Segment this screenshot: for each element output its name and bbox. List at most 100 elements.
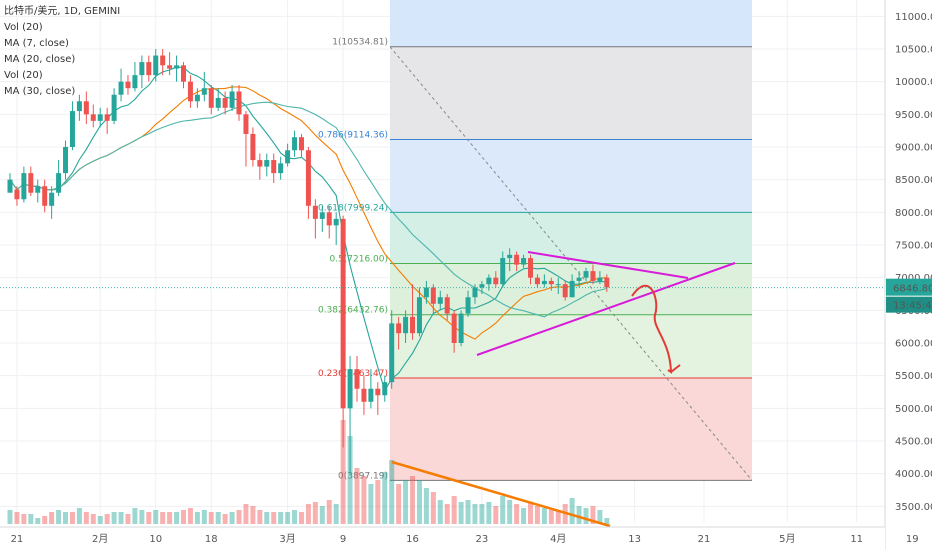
legend-ma30[interactable]: MA (30, close) — [4, 86, 76, 97]
candle — [347, 356, 353, 474]
candle — [243, 111, 249, 167]
fibonacci-retracement[interactable]: 1(10534.81) 0.786(9114.36) 0.618(7999.24) 0… — [318, 0, 753, 481]
fib-level-label: 0(3897.19) — [338, 471, 388, 481]
candle — [76, 94, 82, 121]
volume-bar — [451, 496, 457, 524]
volume-bar — [500, 496, 506, 524]
candle-body — [215, 97, 221, 108]
candle-body — [104, 114, 110, 121]
candle-body — [125, 81, 131, 89]
legend-volume-2[interactable]: Vol (20) — [4, 70, 43, 81]
candle — [416, 287, 422, 337]
volume-bar — [215, 512, 221, 524]
volume-bar — [521, 508, 527, 524]
volume-bar — [528, 502, 533, 524]
volume-bar — [139, 510, 145, 524]
volume-bar — [7, 510, 13, 524]
volume-bar — [437, 500, 443, 524]
price-tick-label: 4000.00 — [895, 469, 932, 480]
volume-bar — [423, 488, 429, 524]
candle — [167, 52, 173, 76]
candle — [118, 68, 124, 102]
candle — [396, 316, 402, 350]
candle-body — [569, 280, 575, 298]
candle — [160, 48, 166, 76]
time-tick-label: 21 — [698, 534, 711, 545]
volume-bar — [187, 508, 193, 524]
candle-body — [403, 316, 409, 334]
price-tick-label: 5500.00 — [895, 371, 932, 382]
candle — [187, 75, 193, 108]
candle-body — [465, 297, 471, 314]
candle — [410, 284, 416, 340]
candle-body — [479, 284, 485, 288]
drawings[interactable] — [0, 251, 885, 528]
candle — [465, 290, 471, 317]
candle-body — [194, 94, 200, 102]
candle — [319, 205, 325, 232]
candle — [500, 251, 506, 288]
legend-ma7[interactable]: MA (7, close) — [4, 38, 69, 49]
candle — [292, 130, 298, 157]
price-tick-label: 9500.00 — [895, 110, 932, 121]
candle — [541, 274, 547, 288]
volume-bar — [361, 476, 367, 524]
candlesticks — [7, 48, 610, 474]
candle — [479, 280, 485, 294]
volume-bar — [125, 514, 131, 524]
candle — [403, 310, 409, 343]
upper-trendline — [527, 251, 689, 279]
candle — [278, 156, 284, 180]
candle-body — [292, 137, 298, 151]
volume-bar — [90, 514, 96, 524]
price-axis: 11000.00 10500.00 10000.00 9500.00 9000.00 85… — [884, 0, 932, 550]
volume-bar — [312, 502, 318, 524]
volume-bar — [69, 512, 75, 524]
candle — [83, 91, 89, 125]
volume-bar — [285, 512, 291, 524]
volume-bar — [243, 504, 249, 524]
fib-zone — [390, 0, 752, 47]
candle — [215, 88, 221, 112]
candle — [201, 71, 207, 102]
countdown-badge — [886, 296, 932, 313]
candle-body — [118, 81, 124, 95]
candle-body — [243, 114, 249, 134]
volume-bar — [83, 512, 89, 524]
candle-body — [319, 212, 325, 219]
candle-body — [285, 150, 291, 164]
candle — [35, 179, 41, 203]
volume-bar — [465, 500, 471, 524]
volume-bar — [271, 512, 277, 524]
candle — [361, 375, 367, 415]
candle-body — [63, 146, 69, 174]
candle — [583, 267, 589, 281]
candle-body — [597, 277, 603, 281]
volume-bar — [569, 498, 575, 524]
candle — [514, 251, 520, 272]
legend-ma20[interactable]: MA (20, close) — [4, 54, 76, 65]
price-tick-label: 5000.00 — [895, 404, 932, 415]
time-tick-label: 23 — [476, 534, 489, 545]
legend-symbol[interactable]: 比特币/美元, 1D, GEMINI — [4, 6, 121, 17]
volume-bar — [389, 460, 395, 524]
countdown-label: 13:45:42 — [893, 301, 932, 312]
candle-body — [28, 173, 34, 193]
price-tick-label: 7500.00 — [895, 240, 932, 251]
axis-bg — [885, 0, 932, 550]
candle — [132, 62, 138, 92]
candle — [340, 215, 346, 448]
volume-bar — [368, 484, 374, 524]
volume-bar — [118, 512, 124, 524]
candle — [69, 101, 75, 151]
volume-bar — [541, 508, 547, 524]
volume-bar — [104, 514, 110, 524]
volume-bar — [174, 512, 180, 524]
candle-body — [278, 163, 284, 174]
candle-body — [382, 382, 388, 396]
volume-bar — [590, 506, 596, 524]
volume-bar — [42, 516, 48, 524]
legend-volume-1[interactable]: Vol (20) — [4, 22, 43, 33]
fib-level-label: 0.786(9114.36) — [318, 131, 388, 141]
